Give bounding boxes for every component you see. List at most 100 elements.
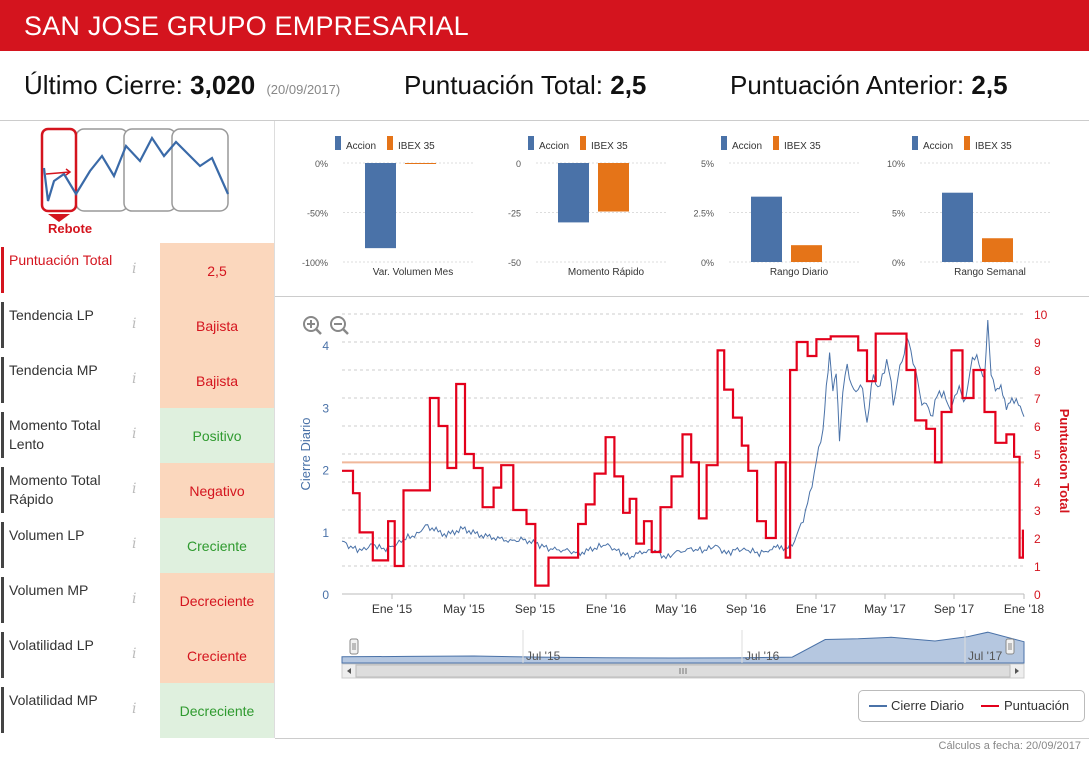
last-close-stat: Último Cierre: 3,020 (20/09/2017) [24, 70, 340, 101]
info-icon[interactable]: i [132, 646, 137, 662]
navigator-handle-left[interactable] [349, 638, 359, 655]
navigator-tick-label: Jul '17 [968, 649, 1003, 663]
indicator-bar [1, 467, 4, 513]
indicator-value: Creciente [160, 628, 274, 683]
mini-tick-label: 2.5% [693, 209, 714, 219]
mini-chart-title: Momento Rápido [568, 267, 645, 278]
indicator-value: Decreciente [160, 683, 274, 738]
bar-ibex [982, 238, 1013, 262]
last-close-date: (20/09/2017) [266, 82, 341, 97]
navigator-series [341, 631, 1025, 664]
mini-chart-title: Rango Diario [770, 267, 829, 278]
legend-swatch-ibex [387, 136, 393, 150]
navigator-scrollbar[interactable] [341, 663, 1025, 679]
mini-chart-title: Var. Volumen Mes [373, 267, 453, 278]
bar-ibex [598, 163, 629, 212]
series-cierre-diario [341, 319, 1025, 561]
legend-label-accion: Accion [346, 141, 376, 152]
info-icon[interactable]: i [132, 371, 137, 387]
x-tick-label: Ene '16 [586, 602, 627, 616]
range-navigator[interactable]: Jul '15 Jul '16 Jul '17 [341, 630, 1025, 664]
x-tick-label: Ene '18 [1004, 602, 1045, 616]
legend-swatch-ibex [580, 136, 586, 150]
zoom-out-icon[interactable] [330, 316, 349, 335]
indicator-bar [1, 522, 4, 568]
mini-tick-label: 0 [516, 159, 521, 169]
last-close-value: 3,020 [190, 70, 256, 100]
indicator-value: Bajista [160, 353, 274, 408]
info-icon[interactable]: i [132, 426, 137, 442]
indicator-row: Volumen LP i Creciente [0, 518, 274, 574]
bars-divider [275, 296, 1089, 297]
indicator-bar [1, 247, 4, 293]
mini-bar-charts: Accion IBEX 35 0% -50% -100% Var. Volumen Mes… [302, 136, 1050, 278]
y-tick-label: 3 [322, 401, 329, 415]
footer-date: Cálculos a fecha: 20/09/2017 [938, 740, 1082, 752]
indicator-row: Tendencia MP i Bajista [0, 353, 274, 409]
pattern-label: Rebote [48, 221, 93, 236]
mini-tick-label: 5% [701, 159, 714, 169]
navigator-tick-label: Jul '15 [526, 649, 561, 663]
legend-label-accion: Accion [923, 141, 953, 152]
y2-tick-label: 8 [1034, 364, 1041, 378]
indicator-label: Momento Total Rápido [9, 472, 101, 507]
mini-tick-label: -25 [508, 209, 521, 219]
y2-tick-label: 10 [1034, 308, 1048, 322]
last-close-label: Último Cierre: [24, 70, 183, 100]
legend-swatch-accion [912, 136, 918, 150]
info-icon[interactable]: i [132, 536, 137, 552]
y-axis-title: Cierre Diario [298, 418, 313, 491]
x-tick-label: Sep '17 [934, 602, 975, 616]
legend-label-accion: Accion [539, 141, 569, 152]
legend-item-cierre[interactable]: Cierre Diario [891, 698, 964, 713]
x-tick-label: Ene '17 [796, 602, 837, 616]
page-title: SAN JOSE GRUPO EMPRESARIAL [24, 11, 469, 41]
scroll-right-arrow[interactable] [1015, 668, 1019, 674]
indicator-label: Momento Total Lento [9, 417, 101, 452]
mini-chart: Accion IBEX 35 0 -25 -50 Momento Rápido [508, 136, 666, 278]
legend-swatch-cierre [869, 705, 887, 707]
indicator-label: Tendencia MP [9, 362, 98, 378]
mini-tick-label: -100% [302, 258, 328, 268]
bar-accion [942, 192, 973, 262]
x-tick-label: Ene '15 [372, 602, 413, 616]
bar-accion [751, 196, 782, 262]
stats-divider [0, 120, 1089, 121]
x-tick-label: May '15 [443, 602, 485, 616]
series-puntuacion [342, 332, 1025, 587]
bar-ibex [791, 245, 822, 262]
info-icon[interactable]: i [132, 481, 137, 497]
info-icon[interactable]: i [132, 316, 137, 332]
scroll-left-arrow[interactable] [347, 668, 351, 674]
info-icon[interactable]: i [132, 701, 137, 717]
indicator-bar [1, 412, 4, 458]
y2-tick-label: 9 [1034, 336, 1041, 350]
prev-score-value: 2,5 [971, 70, 1008, 100]
legend-item-puntuacion[interactable]: Puntuación [1004, 698, 1070, 713]
indicator-value: Positivo [160, 408, 274, 463]
info-icon[interactable]: i [132, 261, 137, 277]
prev-score-label: Puntuación Anterior: [730, 70, 965, 100]
legend-label-ibex: IBEX 35 [784, 141, 821, 152]
zoom-in-icon[interactable] [303, 316, 322, 335]
indicator-label: Puntuación Total [9, 252, 113, 268]
legend-label-accion: Accion [732, 141, 762, 152]
stats-bar: Último Cierre: 3,020 (20/09/2017) Puntua… [0, 52, 1089, 120]
navigator-handle-right[interactable] [1005, 638, 1015, 655]
chart-legend[interactable]: Cierre Diario Puntuación [858, 690, 1085, 722]
bar-accion [558, 163, 589, 223]
mini-tick-label: 0% [892, 258, 905, 268]
navigator-tick-label: Jul '16 [745, 649, 780, 663]
indicator-row: Puntuación Total i 2,5 [0, 243, 274, 299]
indicator-row: Momento Total Lento i Positivo [0, 408, 274, 464]
legend-swatch-puntuacion [981, 705, 999, 707]
mini-tick-label: -50 [508, 258, 521, 268]
y2-tick-label: 0 [1034, 588, 1041, 602]
legend-label-ibex: IBEX 35 [591, 141, 628, 152]
total-score-value: 2,5 [610, 70, 647, 100]
legend-swatch-ibex [964, 136, 970, 150]
y2-tick-label: 4 [1034, 476, 1041, 490]
y2-tick-label: 6 [1034, 420, 1041, 434]
info-icon[interactable]: i [132, 591, 137, 607]
x-tick-label: May '16 [655, 602, 697, 616]
